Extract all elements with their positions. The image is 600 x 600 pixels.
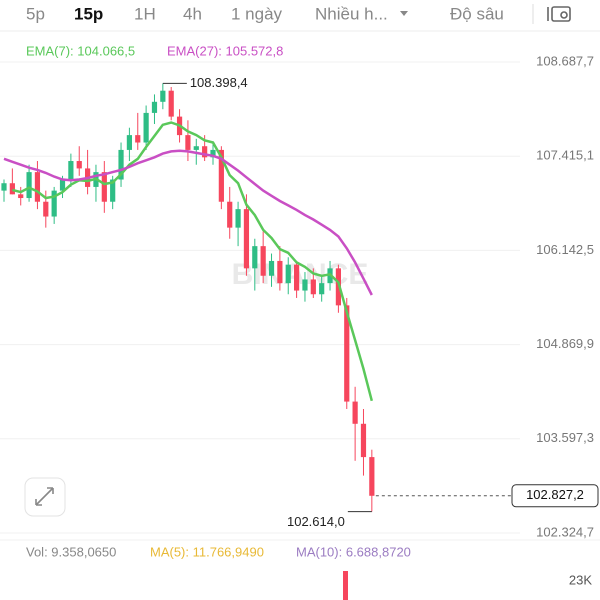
tab[interactable]: Độ sâu: [450, 4, 504, 23]
high-marker-label: 108.398,4: [190, 75, 248, 90]
candle-body: [59, 179, 66, 191]
candle-body: [185, 135, 191, 150]
candle-body: [101, 172, 107, 202]
low-marker-label: 102.614,0: [287, 514, 345, 529]
candle-body: [302, 279, 308, 291]
candle-body: [1, 183, 7, 191]
candle-body: [277, 260, 283, 284]
volume-label: Vol: 9.358,0650: [26, 544, 116, 559]
candle-body: [252, 246, 258, 269]
tab[interactable]: 1H: [134, 4, 156, 23]
ema27-label: EMA(27): 105.572,8: [167, 43, 283, 58]
candle-body: [151, 101, 158, 113]
tab[interactable]: 4h: [183, 4, 202, 23]
tab[interactable]: Nhiều h...: [315, 4, 388, 23]
y-tick-label: 103.597,3: [536, 430, 594, 445]
candle-body: [369, 457, 375, 496]
tab[interactable]: 5p: [26, 4, 45, 23]
candle-body: [310, 279, 316, 295]
candle-body: [294, 264, 300, 291]
ma5-label: MA(5): 11.766,9490: [150, 544, 264, 559]
candle-body: [344, 305, 350, 402]
candle-body: [218, 149, 224, 202]
candle-body: [210, 149, 216, 158]
candle-body: [319, 283, 325, 295]
ma10-label: MA(10): 6.688,8720: [296, 544, 411, 559]
candle-body: [202, 146, 208, 158]
candle-body: [118, 149, 124, 180]
ema-line: [12, 121, 374, 402]
candle-body: [268, 260, 275, 276]
grid: 108.687,7 107.415,1 106.142,5 104.869,9 103.…: [0, 53, 594, 539]
candle-body: [18, 194, 24, 199]
candle-body: [235, 209, 241, 228]
expand-button[interactable]: [24, 477, 66, 517]
candle-body: [360, 423, 367, 458]
candle-body: [126, 135, 132, 150]
tab-bar: 5p 15p 1H 4h 1 ngày Nhiều h... Độ sâu: [26, 4, 504, 23]
candle-body: [51, 190, 57, 217]
candle-body: [168, 90, 174, 117]
candle-body: [285, 264, 291, 284]
y-tick-label: 107.415,1: [536, 148, 594, 163]
tab[interactable]: 1 ngày: [231, 4, 283, 23]
candle-body: [43, 201, 49, 217]
last-price-box: [511, 484, 599, 508]
candle-body: [160, 90, 166, 102]
candle-body: [193, 146, 199, 150]
ema-line: [3, 149, 373, 296]
plot: 108.398,4 102.614,0 102.827,2: [1, 75, 599, 529]
last-price-label: 102.827,2: [526, 487, 584, 502]
y-tick-label: 108.687,7: [536, 53, 594, 68]
candle-body: [243, 209, 250, 269]
y-tick-label: 106.142,5: [536, 242, 594, 257]
candle-body: [68, 161, 74, 180]
y-tick-label: 102.324,7: [536, 524, 594, 539]
candle-body: [135, 135, 141, 143]
candle-body: [227, 201, 233, 228]
candle-body: [9, 183, 15, 195]
volume-bar: [343, 571, 348, 600]
y-tick-label: 104.869,9: [536, 336, 594, 351]
settings-icon[interactable]: [547, 6, 571, 22]
candle-body: [34, 172, 41, 202]
candle-body: [110, 179, 116, 202]
volume-tick-label: 23K: [569, 572, 592, 587]
candle-body: [260, 246, 266, 276]
candle-body: [143, 112, 149, 143]
tab[interactable]: 15p: [74, 4, 103, 23]
candle-body: [26, 172, 32, 199]
ema7-label: EMA(7): 104.066,5: [26, 43, 135, 58]
candle-body: [76, 161, 82, 169]
dropdown-arrow[interactable]: [400, 11, 408, 16]
candle-body: [352, 401, 358, 424]
